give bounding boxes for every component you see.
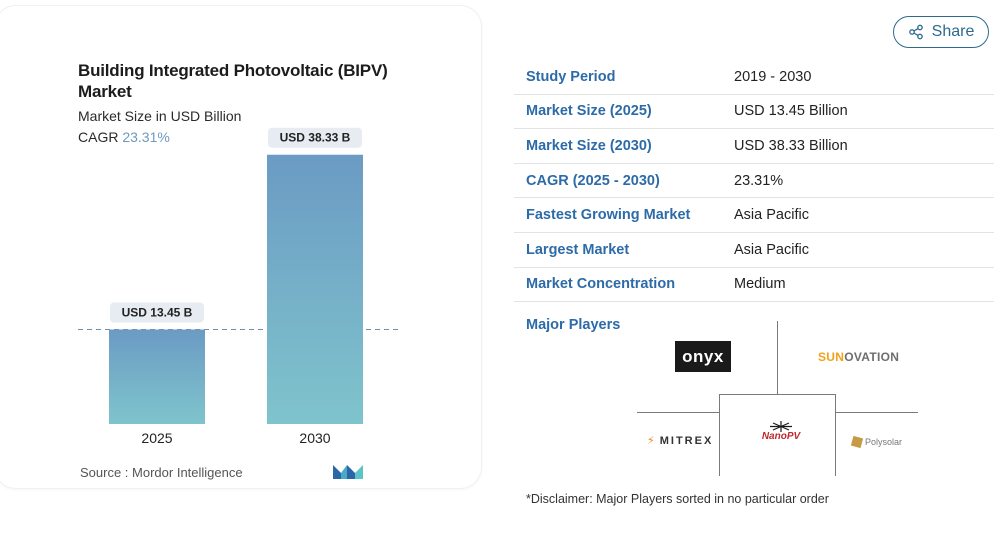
info-key: CAGR (2025 - 2030) (526, 172, 660, 189)
info-row-largest-market: Largest Market Asia Pacific (514, 233, 994, 268)
x-tick-label: 2025 (141, 430, 172, 446)
bar-2030 (267, 154, 363, 424)
market-info-table: Study Period 2019 - 2030 Market Size (20… (514, 60, 994, 303)
mordor-logo-icon (333, 465, 363, 479)
info-key: Largest Market (526, 241, 630, 258)
chart-source: Source : Mordor Intelligence (80, 465, 243, 480)
mitrex-logo-text: MITREX (659, 434, 714, 447)
sunburst-icon (770, 420, 792, 432)
mitrex-logo[interactable]: ⚡ MITREX (647, 434, 714, 448)
source-label: Source : (80, 465, 129, 480)
divider-line (777, 321, 778, 395)
data-label-bg (110, 302, 204, 323)
info-row-fastest-growing: Fastest Growing Market Asia Pacific (514, 198, 994, 233)
share-button[interactable]: Share (893, 16, 989, 48)
share-label: Share (931, 23, 975, 40)
info-value: 23.31% (734, 172, 784, 189)
data-label-bg (268, 127, 362, 148)
chart-cagr: CAGR 23.31% (78, 129, 170, 145)
divider-line (719, 394, 836, 395)
info-row-concentration: Market Concentration Medium (514, 268, 994, 303)
data-label: USD 38.33 B (280, 131, 351, 145)
info-value: 2019 - 2030 (734, 68, 812, 85)
chart-subtitle: Market Size in USD Billion (78, 108, 242, 124)
cagr-label: CAGR (78, 129, 119, 145)
info-key: Market Size (2030) (526, 137, 652, 154)
sunovation-logo-rest: OVATION (844, 350, 900, 364)
divider-line (719, 394, 720, 476)
onyx-logo[interactable]: onyx (675, 341, 731, 372)
info-key: Study Period (526, 68, 616, 85)
data-label: USD 13.45 B (122, 306, 193, 320)
major-players-label: Major Players (526, 317, 621, 333)
divider-line (835, 412, 918, 413)
sunovation-logo-sun: SUN (818, 350, 845, 364)
info-row-market-size-2030: Market Size (2030) USD 38.33 Billion (514, 129, 994, 164)
cagr-value: 23.31% (122, 129, 170, 145)
sunovation-logo[interactable]: SUN OVATION (818, 350, 899, 364)
bolt-icon: ⚡ (647, 435, 657, 447)
onyx-logo-text: onyx (682, 346, 724, 366)
polysolar-logo-text: Polysolar (865, 437, 903, 447)
info-value: Asia Pacific (734, 207, 809, 224)
bar-2025 (109, 329, 205, 424)
nanopv-logo-text: NanoPV (761, 430, 801, 442)
polysolar-mark-icon (850, 435, 864, 449)
polysolar-logo[interactable]: Polysolar (850, 435, 903, 449)
info-row-cagr: CAGR (2025 - 2030) 23.31% (514, 164, 994, 199)
info-value: USD 38.33 Billion (734, 137, 848, 154)
source-name: Mordor Intelligence (132, 465, 243, 480)
info-row-market-size-2025: Market Size (2025) USD 13.45 Billion (514, 95, 994, 130)
info-value: Asia Pacific (734, 241, 809, 258)
divider-line (637, 412, 719, 413)
info-key: Market Size (2025) (526, 103, 652, 120)
info-key: Market Concentration (526, 276, 676, 293)
info-value: Medium (734, 276, 786, 293)
chart-card (0, 5, 482, 489)
info-value: USD 13.45 Billion (734, 103, 848, 120)
info-key: Fastest Growing Market (526, 207, 691, 224)
disclaimer: *Disclaimer: Major Players sorted in no … (526, 492, 829, 506)
nanopv-logo[interactable]: NanoPV (745, 420, 817, 442)
info-row-study-period: Study Period 2019 - 2030 (514, 60, 994, 95)
bar-chart: USD 13.45 B 2025 USD 38.33 B 2030 (78, 127, 398, 446)
share-icon (908, 24, 923, 40)
divider-line (835, 394, 836, 476)
x-tick-label: 2030 (299, 430, 330, 446)
chart-title: Building Integrated Photovoltaic (BIPV) … (78, 61, 388, 101)
